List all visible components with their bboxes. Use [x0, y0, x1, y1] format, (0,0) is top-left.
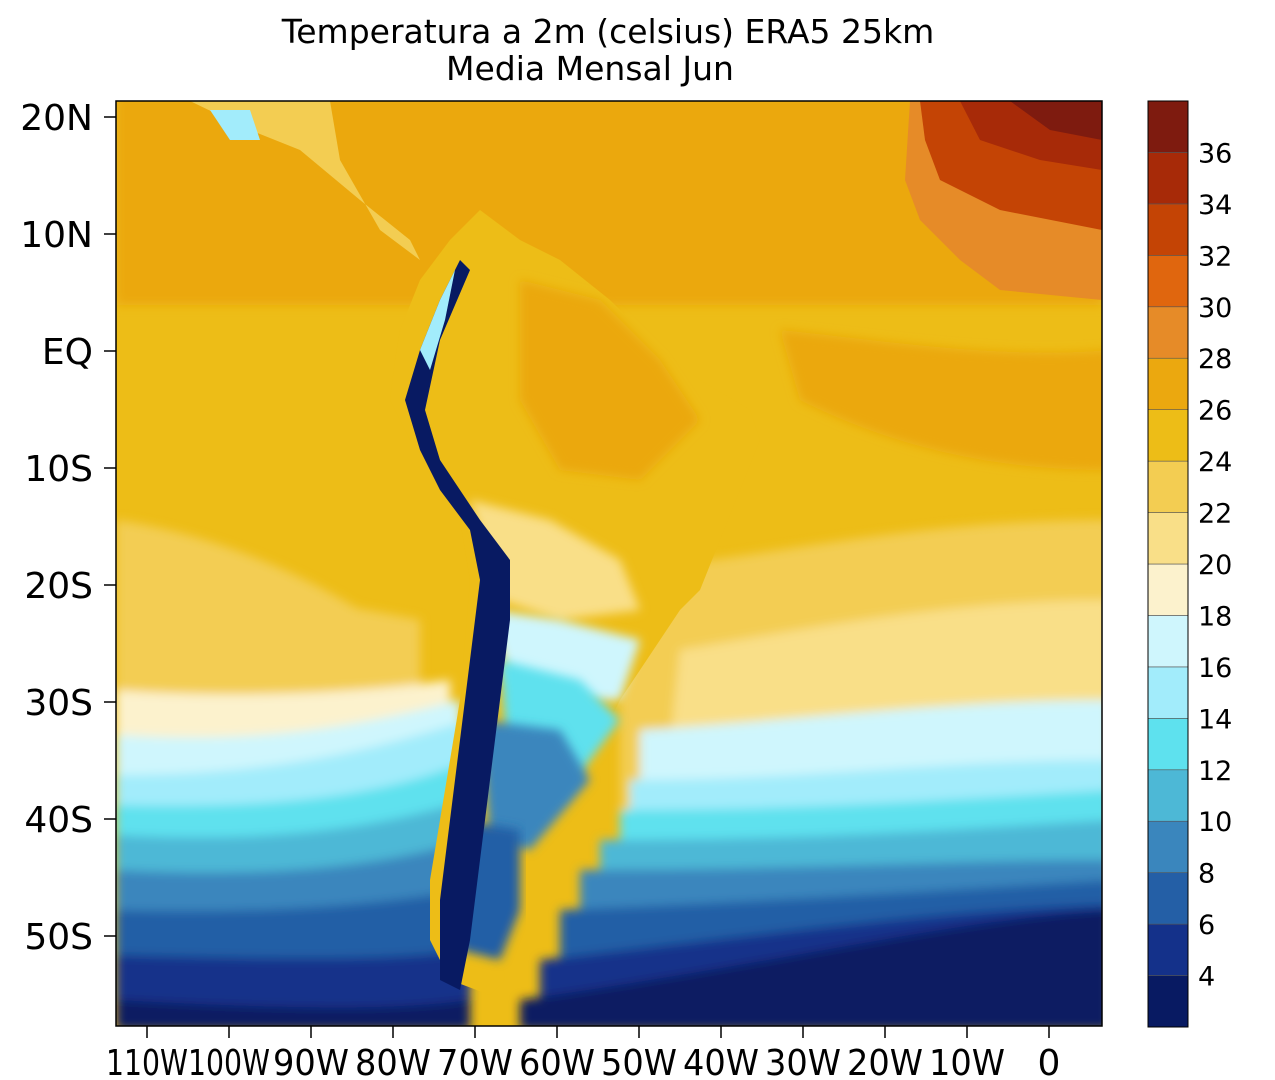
- colorbar-label: 24: [1198, 447, 1232, 478]
- map-title: Temperatura a 2m (celsius) ERA5 25km: [281, 12, 935, 51]
- lon-label: 90W: [273, 1043, 349, 1080]
- colorbar-swatch: [1147, 203, 1189, 256]
- colorbar-swatch: [1147, 975, 1189, 1028]
- colorbar-swatch: [1147, 152, 1189, 205]
- colorbar-swatch: [1147, 409, 1189, 462]
- lon-label: 110W: [106, 1043, 188, 1080]
- lon-label: 30W: [765, 1043, 841, 1080]
- colorbar: 4 6 8 10 12 14 16 18 20 22 24 26 28 30 32 34 36: [1147, 100, 1232, 1028]
- colorbar-label: 32: [1198, 241, 1232, 272]
- lat-label: 10S: [24, 449, 93, 490]
- lat-label: 40S: [24, 800, 93, 841]
- colorbar-swatch: [1147, 306, 1189, 359]
- lon-label: 60W: [519, 1043, 595, 1080]
- lat-label: 20S: [24, 566, 93, 607]
- lat-label: 10N: [20, 215, 93, 256]
- colorbar-swatch: [1147, 718, 1189, 771]
- colorbar-swatch: [1147, 563, 1189, 616]
- colorbar-label: 30: [1198, 293, 1232, 324]
- lon-label: 100W: [188, 1043, 270, 1080]
- colorbar-frame: [1147, 100, 1189, 1028]
- lon-label: 50W: [601, 1043, 677, 1080]
- colorbar-label: 26: [1198, 396, 1232, 427]
- lon-label: 10W: [929, 1043, 1005, 1080]
- lon-label: 80W: [355, 1043, 431, 1080]
- colorbar-label: 12: [1198, 756, 1232, 787]
- colorbar-label: 6: [1198, 910, 1215, 941]
- lon-label: 70W: [437, 1043, 513, 1080]
- lat-label: 50S: [24, 917, 93, 958]
- colorbar-label: 14: [1198, 704, 1232, 735]
- lon-label: 0: [1038, 1043, 1061, 1080]
- colorbar-label: 18: [1198, 601, 1232, 632]
- colorbar-label: 16: [1198, 653, 1232, 684]
- lon-label: 40W: [683, 1043, 759, 1080]
- colorbar-swatch: [1147, 923, 1189, 976]
- colorbar-swatch: [1147, 615, 1189, 668]
- colorbar-label: 36: [1198, 138, 1232, 169]
- colorbar-label: 28: [1198, 344, 1232, 375]
- colorbar-swatch: [1147, 512, 1189, 565]
- colorbar-swatch: [1147, 357, 1189, 410]
- colorbar-swatch: [1147, 820, 1189, 873]
- colorbar-swatch: [1147, 666, 1189, 719]
- temperature-field: [116, 101, 1102, 1026]
- colorbar-swatch: [1147, 769, 1189, 822]
- map-frame: [115, 100, 1103, 1027]
- colorbar-label: 20: [1198, 550, 1232, 581]
- colorbar-swatch: [1147, 460, 1189, 513]
- lon-label: 20W: [847, 1043, 923, 1080]
- lat-label: 30S: [24, 683, 93, 724]
- colorbar-label: 4: [1198, 962, 1215, 993]
- lat-label: 20N: [20, 98, 93, 139]
- colorbar-swatch: [1147, 100, 1189, 153]
- colorbar-label: 22: [1198, 499, 1232, 530]
- longitude-axis: 110W 100W 90W 80W 70W 60W 50W 40W 30W 20…: [106, 1026, 1060, 1080]
- colorbar-label: 34: [1198, 190, 1232, 221]
- colorbar-swatch: [1147, 255, 1189, 308]
- colorbar-label: 8: [1198, 859, 1215, 890]
- latitude-axis: 20N 10N EQ 10S 20S 30S 40S 50S: [20, 98, 116, 958]
- colorbar-label: 10: [1198, 807, 1232, 838]
- colorbar-swatch: [1147, 872, 1189, 925]
- map-subtitle: Media Mensal Jun: [446, 49, 734, 88]
- lat-label: EQ: [42, 332, 93, 373]
